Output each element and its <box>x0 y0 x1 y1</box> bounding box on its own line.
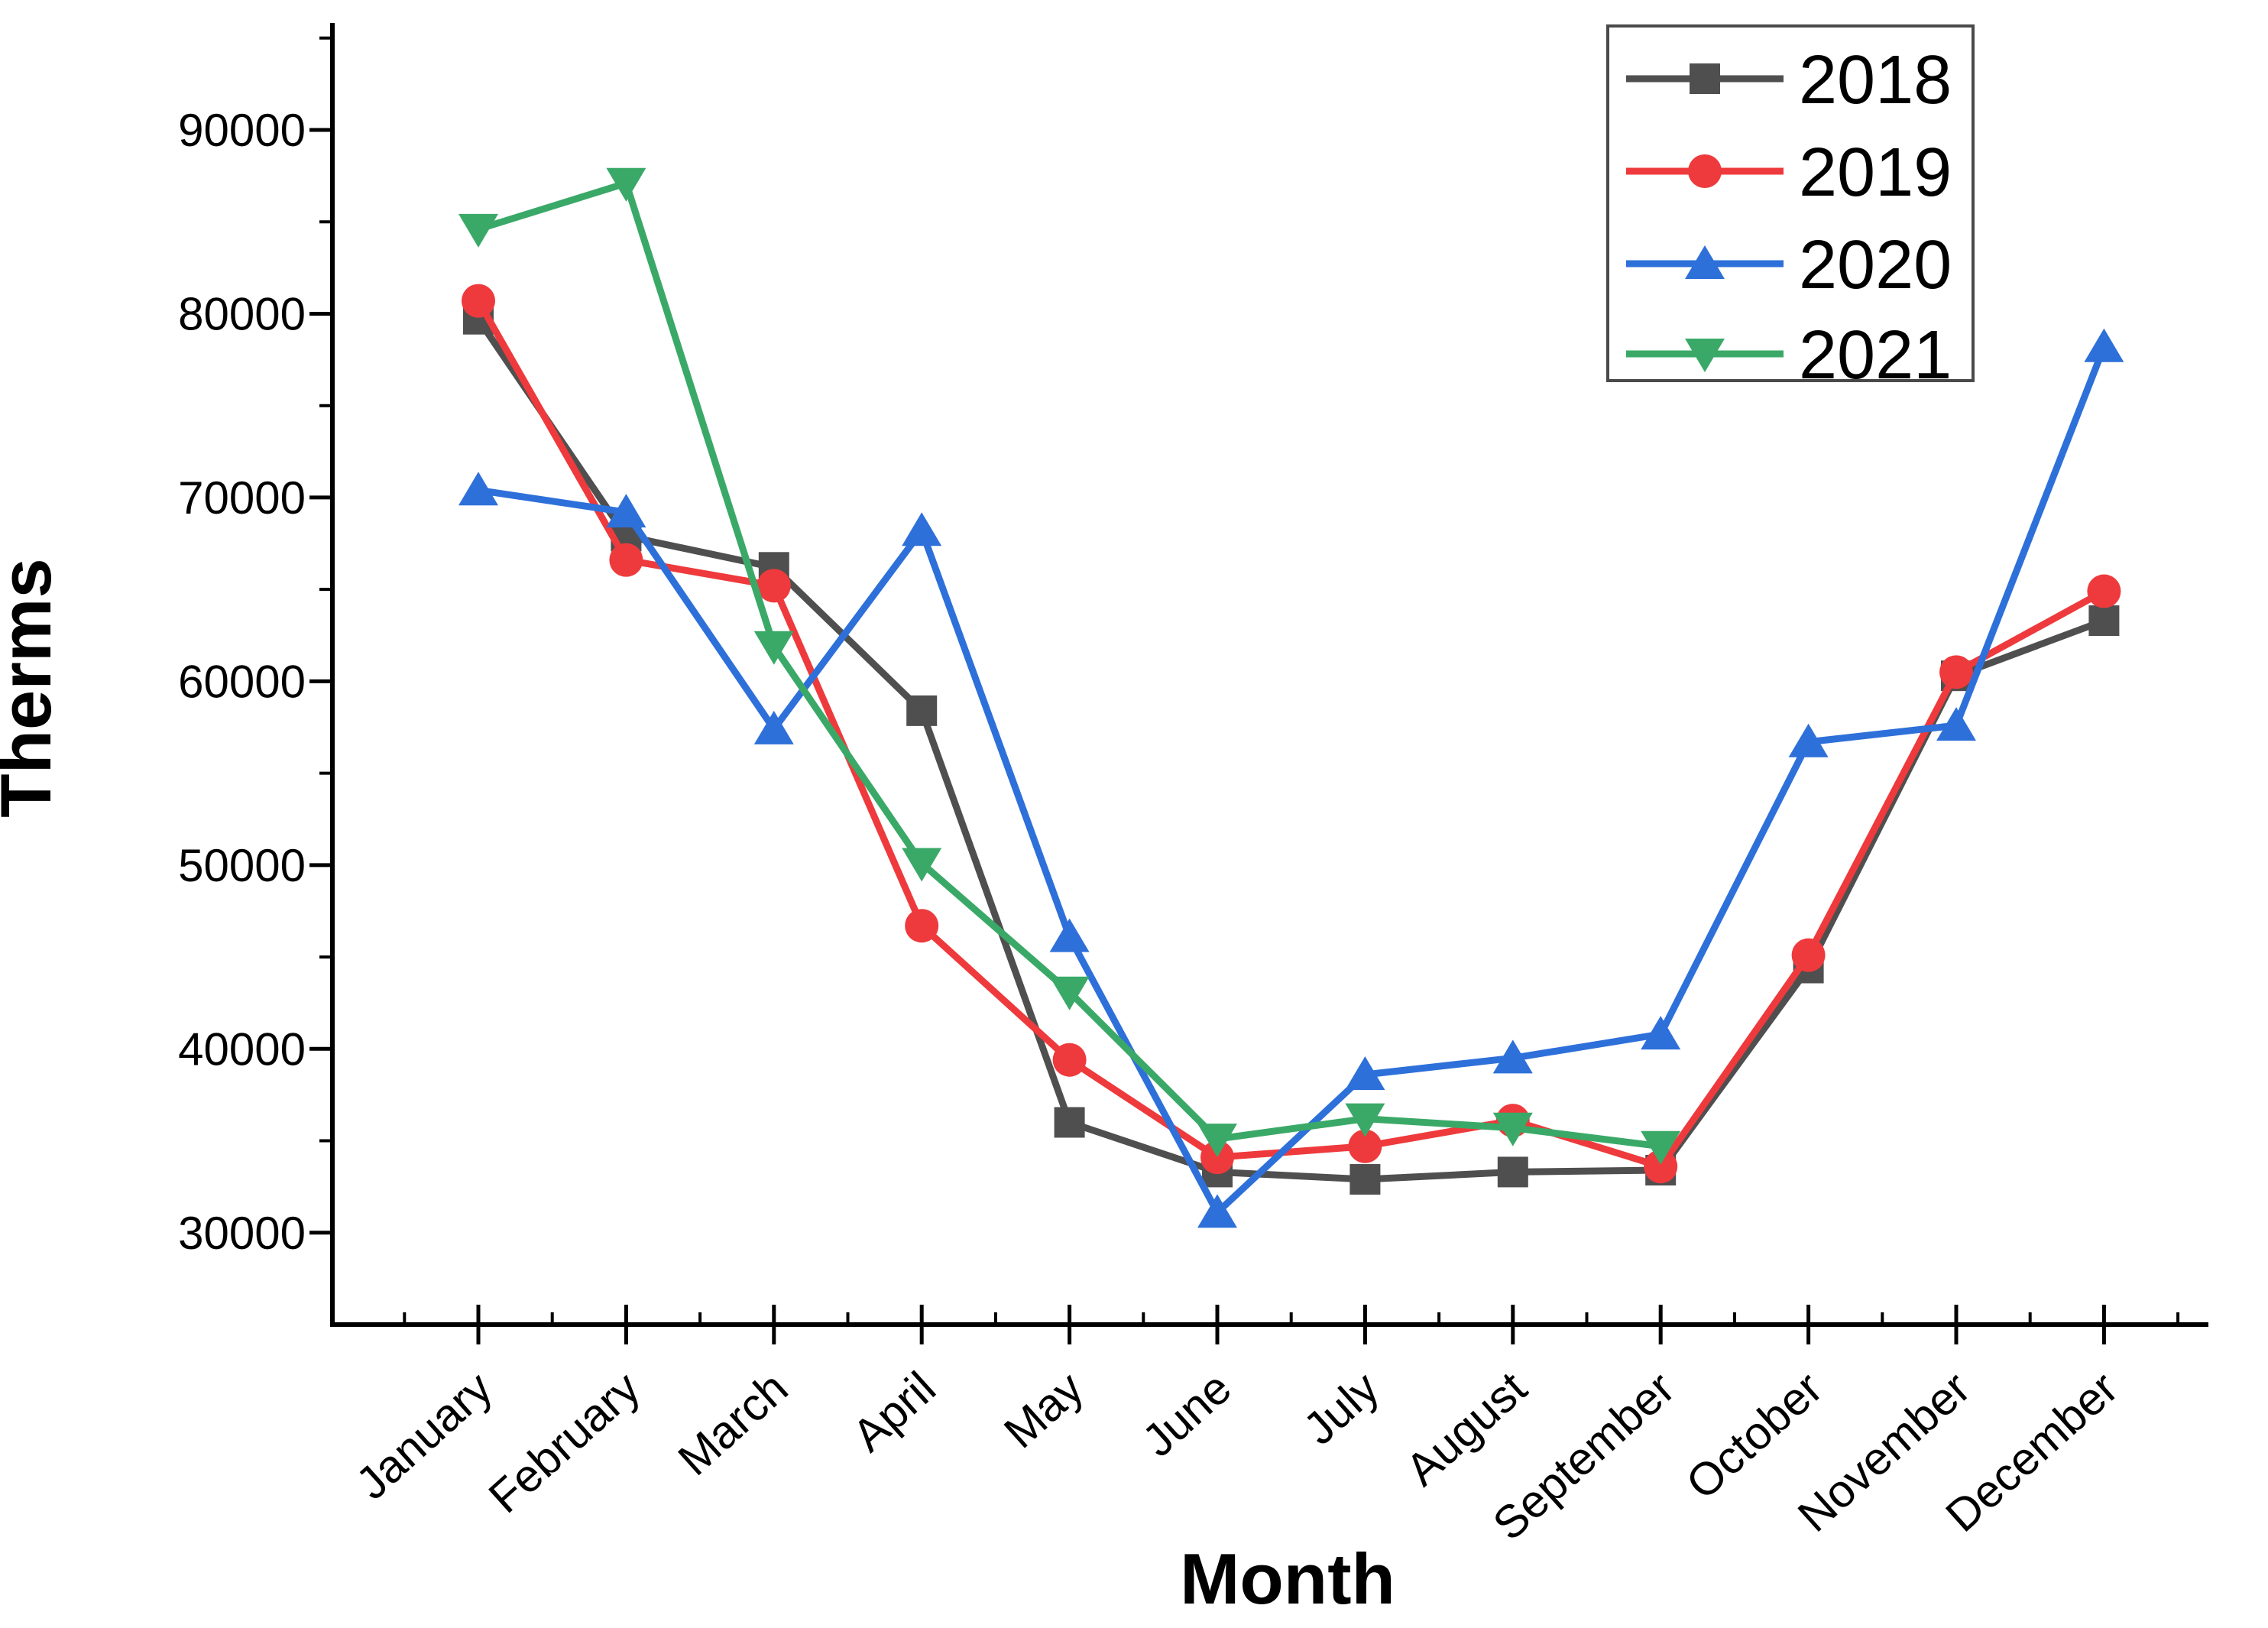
legend-triangle-up-icon <box>1685 245 1725 279</box>
series-line-2020 <box>475 343 2108 1216</box>
y-tick-label: 30000 <box>178 1208 306 1259</box>
data-point-2020-September <box>1641 1016 1681 1050</box>
data-point-2021-March <box>753 631 794 665</box>
series-2020 <box>458 328 2124 1228</box>
data-point-2020-March <box>753 710 794 744</box>
y-tick-label: 80000 <box>178 288 306 339</box>
y-tick-label: 50000 <box>178 840 306 891</box>
legend-triangle-down-icon <box>1685 339 1725 372</box>
legend-label: 2019 <box>1799 135 1952 211</box>
data-point-2020-July <box>1345 1056 1385 1090</box>
data-point-2019-July <box>1348 1129 1382 1163</box>
series-2019 <box>462 284 2121 1184</box>
data-point-2020-October <box>1788 723 1829 757</box>
data-point-2021-July <box>1345 1103 1385 1137</box>
data-point-2021-June <box>1197 1124 1237 1158</box>
data-point-2019-October <box>1791 938 1826 972</box>
data-point-2019-November <box>1939 655 1973 689</box>
data-point-2018-April <box>906 695 938 726</box>
x-tick-label: January <box>346 1362 501 1510</box>
data-point-2018-July <box>1349 1164 1381 1195</box>
y-tick-label: 40000 <box>178 1023 306 1075</box>
legend-item-2020: 2020 <box>1626 227 1952 303</box>
data-point-2019-May <box>1052 1043 1087 1077</box>
data-point-2019-January <box>462 284 495 318</box>
legend-label: 2018 <box>1799 42 1952 118</box>
x-tick-label: July <box>1294 1362 1388 1454</box>
y-tick-label: 70000 <box>178 472 306 524</box>
data-point-2021-September <box>1641 1130 1681 1165</box>
legend-item-2021: 2021 <box>1626 317 1952 394</box>
data-point-2018-May <box>1054 1107 1085 1138</box>
data-point-2021-May <box>1049 976 1090 1010</box>
data-point-2021-February <box>606 167 646 202</box>
x-tick-label: March <box>669 1362 798 1485</box>
legend-item-2018: 2018 <box>1626 42 1952 118</box>
series-2018 <box>463 303 2120 1195</box>
legend-circle-icon <box>1688 154 1722 188</box>
series-line-2018 <box>475 316 2108 1183</box>
legend-label: 2020 <box>1799 227 1952 303</box>
data-point-2020-January <box>458 472 498 506</box>
legend-box <box>1606 24 1975 382</box>
series-line-2019 <box>475 297 2108 1170</box>
y-axis-title: Therms <box>0 558 66 818</box>
data-point-2020-December <box>2084 328 2124 362</box>
x-tick-label: April <box>843 1362 945 1461</box>
legend: 2018 2019 2020 2021 <box>1606 24 1975 394</box>
y-tick-label: 90000 <box>178 105 306 156</box>
data-point-2019-February <box>609 543 643 577</box>
data-point-2018-December <box>2088 605 2120 637</box>
data-point-2021-January <box>458 213 498 248</box>
series-2021 <box>458 167 1681 1165</box>
x-tick-label: June <box>1132 1362 1241 1467</box>
data-point-2019-June <box>1200 1140 1234 1175</box>
data-point-2021-August <box>1492 1112 1533 1146</box>
data-point-2020-April <box>902 512 942 546</box>
data-point-2020-November <box>1936 707 1976 741</box>
data-point-2019-March <box>757 569 791 603</box>
x-tick-label: August <box>1396 1362 1537 1496</box>
data-point-2020-June <box>1197 1194 1237 1228</box>
data-point-2021-April <box>902 848 942 882</box>
data-point-2019-December <box>2087 574 2121 608</box>
x-tick-label: May <box>994 1362 1093 1458</box>
data-point-2020-May <box>1049 918 1090 952</box>
y-tick-label: 60000 <box>178 656 306 707</box>
data-point-2019-September <box>1644 1150 1678 1184</box>
legend-square-icon <box>1690 63 1720 94</box>
legend-label: 2021 <box>1799 317 1952 394</box>
legend-item-2019: 2019 <box>1626 135 1952 211</box>
x-tick-label: February <box>479 1362 650 1523</box>
x-axis-title: Month <box>1180 1539 1395 1619</box>
data-point-2020-August <box>1492 1039 1533 1074</box>
data-point-2018-August <box>1497 1156 1528 1188</box>
data-point-2020-February <box>606 494 646 528</box>
data-point-2019-April <box>905 909 939 943</box>
